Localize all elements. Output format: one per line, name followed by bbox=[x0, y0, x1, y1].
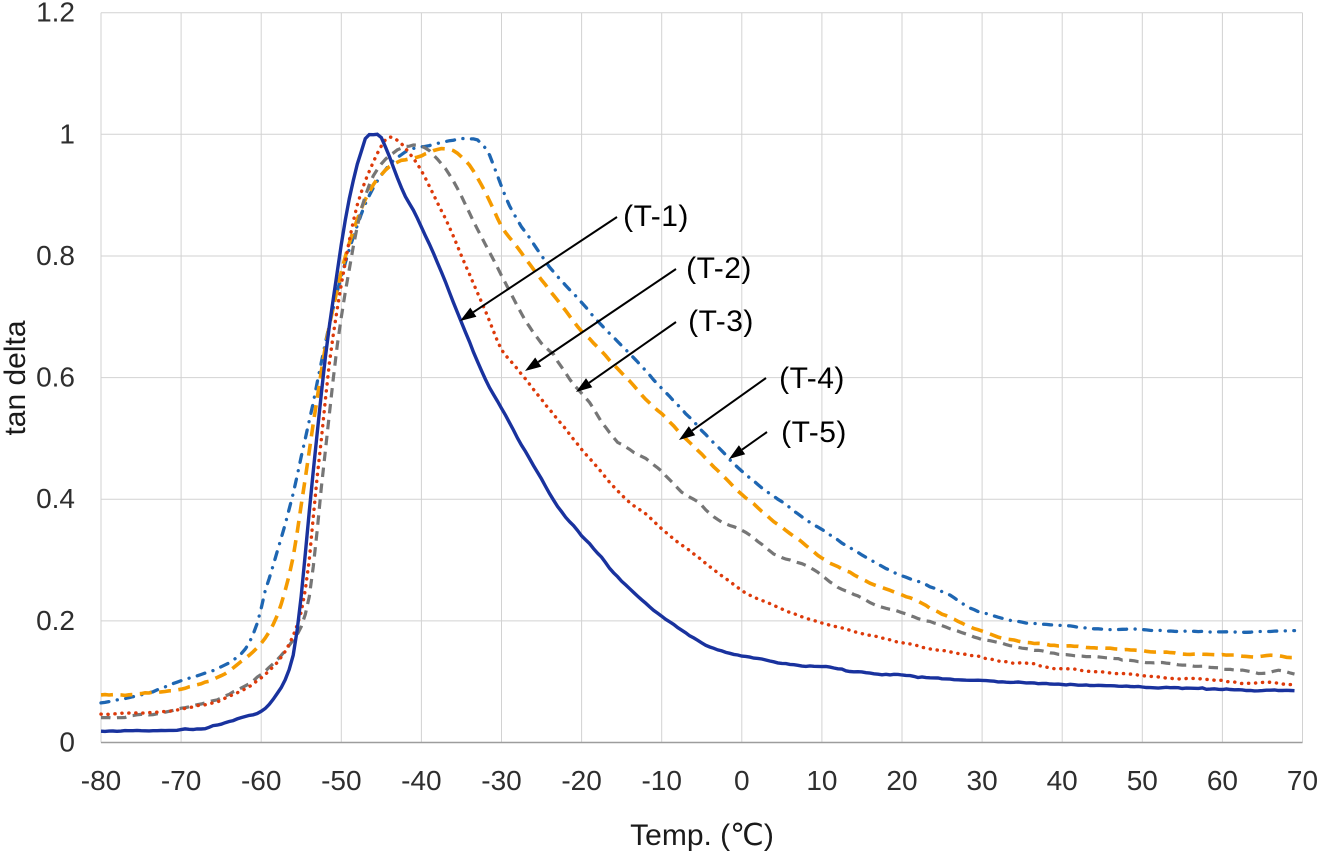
svg-text:-80: -80 bbox=[81, 765, 121, 796]
svg-text:-30: -30 bbox=[481, 765, 521, 796]
svg-text:10: 10 bbox=[806, 765, 837, 796]
svg-text:-70: -70 bbox=[161, 765, 201, 796]
svg-text:-60: -60 bbox=[241, 765, 281, 796]
svg-text:-40: -40 bbox=[401, 765, 441, 796]
svg-text:0.8: 0.8 bbox=[36, 240, 75, 271]
svg-text:0.6: 0.6 bbox=[36, 362, 75, 393]
svg-text:Temp. (℃): Temp. (℃) bbox=[630, 819, 774, 852]
svg-text:20: 20 bbox=[886, 765, 917, 796]
svg-text:70: 70 bbox=[1287, 765, 1318, 796]
svg-text:(T-5): (T-5) bbox=[781, 416, 847, 449]
svg-text:0: 0 bbox=[734, 765, 750, 796]
svg-text:60: 60 bbox=[1207, 765, 1238, 796]
svg-text:-10: -10 bbox=[641, 765, 681, 796]
svg-text:30: 30 bbox=[967, 765, 998, 796]
svg-text:(T-3): (T-3) bbox=[688, 305, 754, 338]
svg-text:40: 40 bbox=[1047, 765, 1078, 796]
svg-text:1.2: 1.2 bbox=[36, 0, 75, 28]
svg-text:(T-2): (T-2) bbox=[686, 252, 752, 285]
svg-text:tan delta: tan delta bbox=[0, 320, 32, 435]
svg-text:(T-1): (T-1) bbox=[623, 200, 689, 233]
svg-text:(T-4): (T-4) bbox=[779, 362, 845, 395]
svg-text:50: 50 bbox=[1127, 765, 1158, 796]
svg-text:1: 1 bbox=[59, 118, 75, 149]
svg-text:0.2: 0.2 bbox=[36, 605, 75, 636]
svg-text:0.4: 0.4 bbox=[36, 483, 75, 514]
svg-text:-50: -50 bbox=[321, 765, 361, 796]
svg-text:0: 0 bbox=[59, 727, 75, 758]
svg-text:-20: -20 bbox=[561, 765, 601, 796]
